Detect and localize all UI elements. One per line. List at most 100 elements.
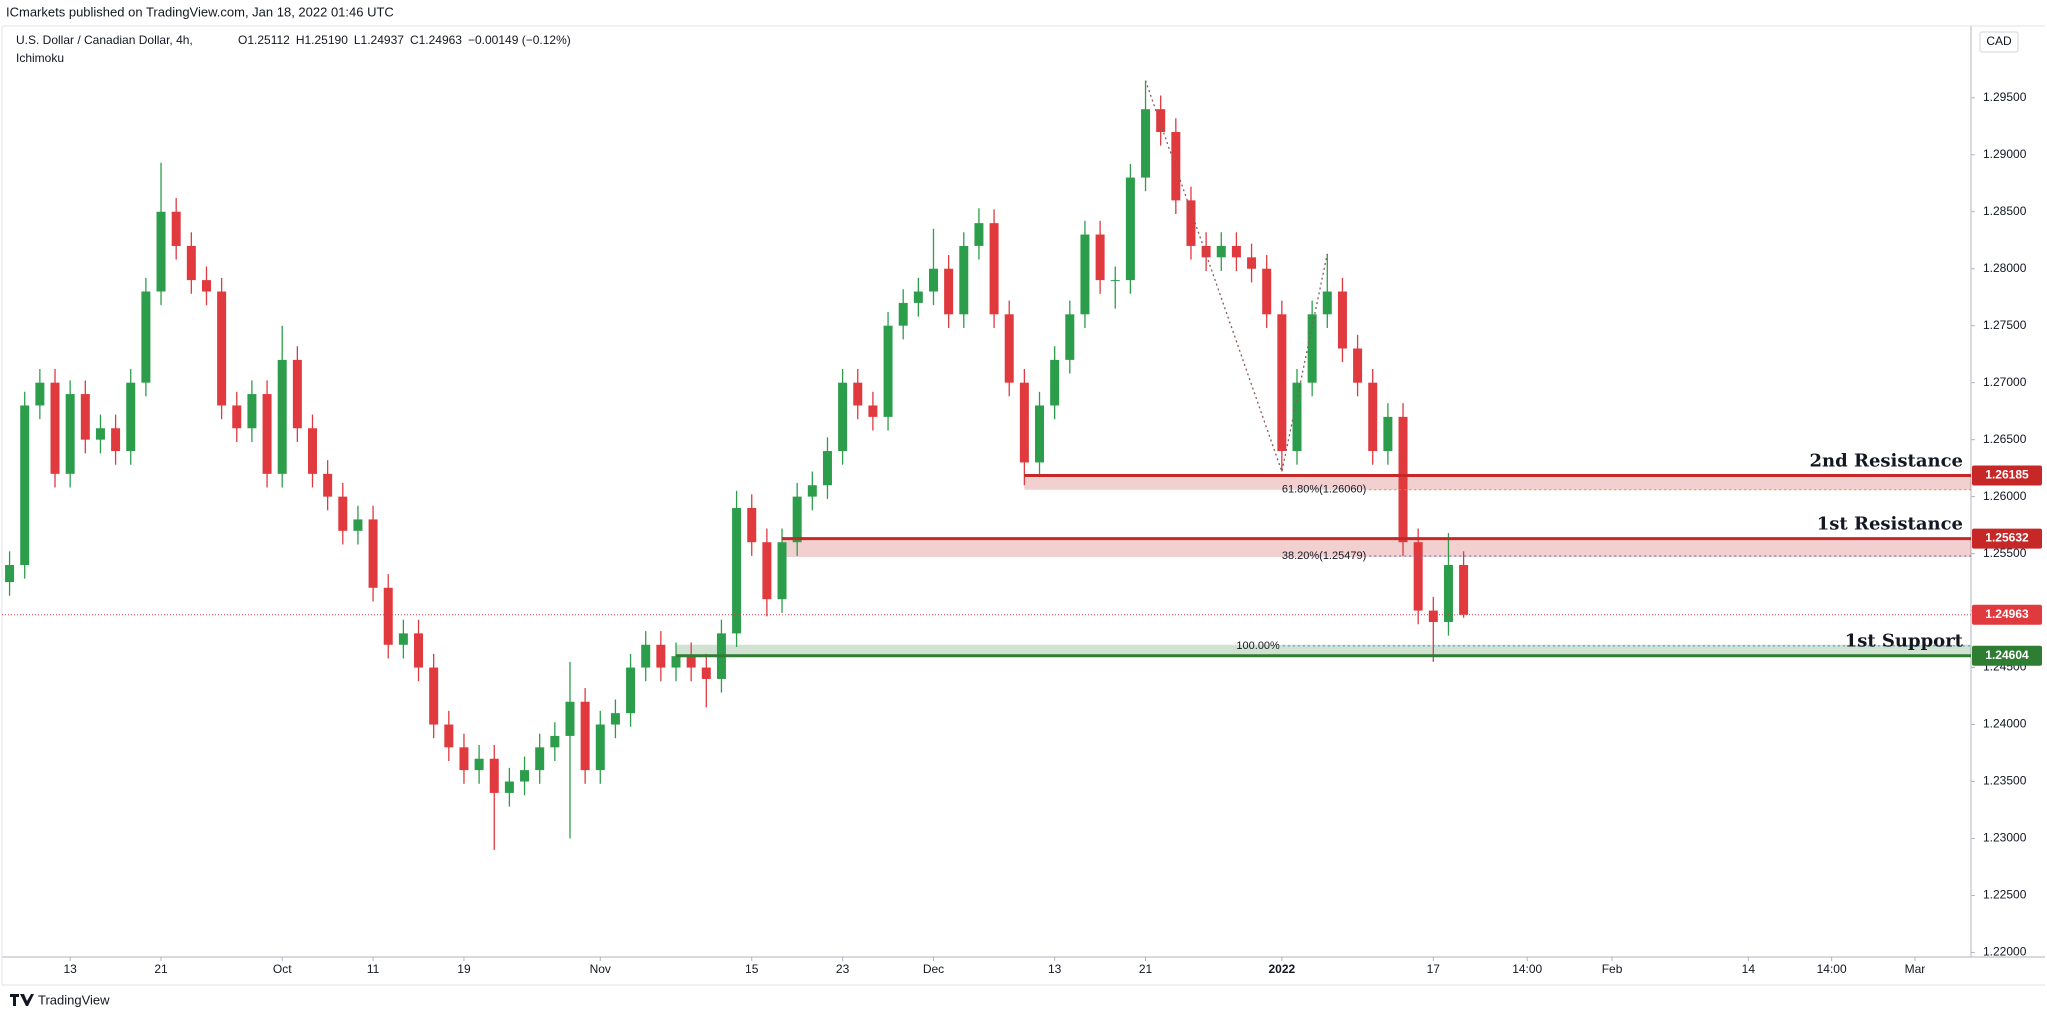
candle-body [156, 211, 166, 292]
y-tick-label: 1.23000 [1983, 831, 2027, 845]
candle-body [792, 496, 802, 543]
candle-body [1413, 542, 1423, 611]
candle-body [883, 325, 893, 417]
candle-body [201, 280, 211, 292]
candle-body [262, 394, 272, 474]
level-price: 1.24604 [1985, 648, 2029, 662]
candle-body [1080, 234, 1090, 315]
currency: CAD [1986, 34, 2012, 48]
candle-body [1201, 245, 1211, 258]
level-tag [1972, 528, 2042, 549]
candle-body [489, 758, 499, 793]
candle-body [1292, 382, 1302, 452]
level-price: 1.25632 [1985, 531, 2029, 545]
y-tick-label: 1.29500 [1983, 90, 2027, 104]
candle-body [671, 656, 681, 668]
y-tick-label: 1.26000 [1983, 489, 2027, 503]
candle-body [217, 291, 227, 406]
candle-body [913, 291, 923, 303]
y-tick-label: 1.22500 [1983, 888, 2027, 902]
candle-body [838, 382, 848, 452]
candle-body [414, 633, 424, 668]
candle-body [1156, 109, 1166, 132]
candle-body [1398, 416, 1408, 543]
candle-body [732, 508, 742, 634]
candle-body [459, 747, 469, 771]
candle-body [898, 302, 908, 326]
fib-label: 100.00% [1236, 640, 1280, 652]
level-price: 1.26185 [1985, 468, 2029, 482]
candle-body [1110, 280, 1120, 282]
candle-body [1019, 382, 1029, 463]
candle-body [232, 405, 242, 429]
candle-body [323, 473, 333, 497]
ohlc-value: H1.25190 [296, 33, 348, 47]
x-tick-label: 21 [1139, 962, 1153, 976]
candle-body [520, 770, 530, 782]
x-tick-label: Dec [923, 962, 944, 976]
candle-body [777, 542, 787, 600]
last-price-tag [1972, 604, 2042, 625]
x-tick-label: 23 [836, 962, 850, 976]
candle-body [383, 587, 393, 645]
candle-body [686, 656, 696, 668]
candle-body [565, 701, 575, 736]
candle-body [429, 667, 439, 725]
candle-body [1322, 291, 1332, 315]
y-tick-label: 1.24000 [1983, 717, 2027, 731]
candle-body [398, 633, 408, 645]
candle-body [595, 724, 605, 771]
candle-body [1307, 314, 1317, 383]
candle-body [171, 211, 181, 246]
x-tick-label: 17 [1427, 962, 1441, 976]
candle-body [1231, 245, 1241, 258]
candle-body [50, 382, 60, 474]
indicator: Ichimoku [16, 51, 64, 65]
candle-body [1095, 234, 1105, 281]
x-tick-label: 14 [1742, 962, 1756, 976]
ohlc-values: O1.25112 H1.25190 L1.24937 C1.24963 −0.00149… [238, 33, 571, 47]
ohlc-value: −0.00149 (−0.12%) [468, 33, 571, 47]
y-tick-label: 1.23500 [1983, 774, 2027, 788]
level-name: 1st Resistance [1817, 514, 1963, 535]
level-zone [1024, 475, 1971, 490]
x-tick-label: Feb [1602, 962, 1623, 976]
candle-body [747, 508, 757, 543]
brand-logo [10, 994, 34, 1006]
x-tick-label: 15 [745, 962, 759, 976]
y-tick-label: 1.28000 [1983, 261, 2027, 275]
candle-body [656, 644, 666, 668]
candle-body [1247, 257, 1257, 269]
candle-body [186, 245, 196, 281]
y-tick-label: 1.28500 [1983, 204, 2027, 218]
level-tag [1972, 465, 2042, 486]
candle-body [504, 781, 514, 793]
candle-body [928, 268, 938, 292]
candle-body [1443, 565, 1453, 622]
x-tick-label: 13 [63, 962, 77, 976]
candle-body [247, 394, 257, 429]
y-tick-label: 1.25500 [1983, 546, 2027, 560]
ohlc-value: L1.24937 [354, 33, 404, 47]
candle-body [1004, 314, 1014, 383]
x-tick-label: Oct [273, 962, 292, 976]
x-tick-label: Mar [1905, 962, 1926, 976]
level-name: 1st Support [1845, 631, 1964, 652]
candle-body [1428, 610, 1438, 622]
currency-box[interactable] [1979, 31, 2019, 53]
candle-body [807, 485, 817, 497]
last-price: 1.24963 [1985, 607, 2029, 621]
candle-body [1125, 177, 1135, 281]
x-tick-label: Nov [590, 962, 611, 976]
candle-body [1262, 268, 1272, 315]
candle-body [1337, 291, 1347, 349]
fib-label: 61.80%(1.26060) [1282, 484, 1366, 496]
candle-body [822, 451, 832, 486]
candle-body [944, 268, 954, 315]
x-tick-label: 14:00 [1512, 962, 1542, 976]
candle-body [338, 496, 348, 531]
level-name: 2nd Resistance [1810, 451, 1963, 472]
candle-body [1141, 109, 1151, 178]
candle-body [126, 382, 136, 452]
